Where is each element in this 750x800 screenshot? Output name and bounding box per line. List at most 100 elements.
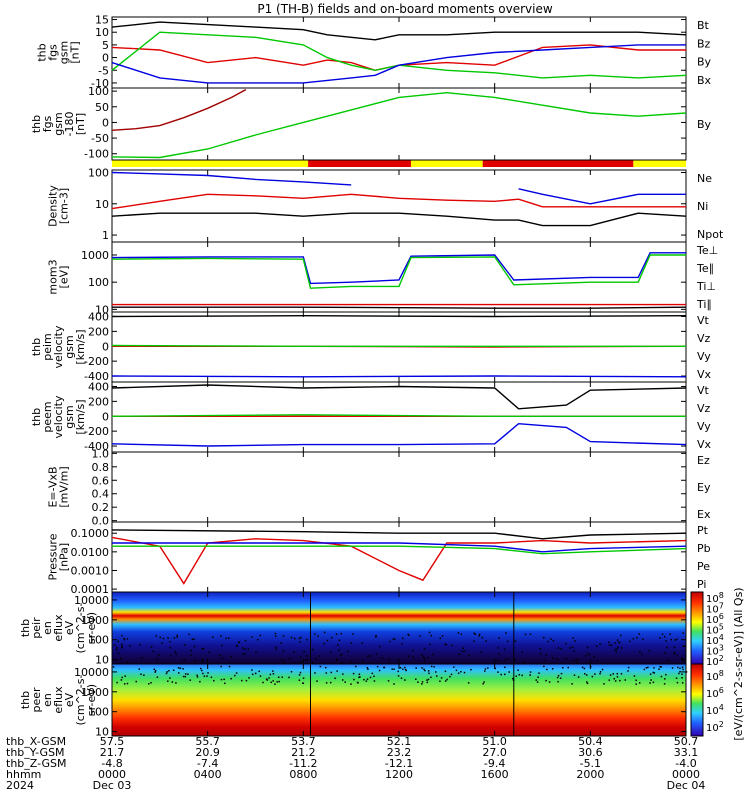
spectrogram-noise bbox=[504, 659, 506, 661]
spectrogram-noise bbox=[664, 683, 666, 685]
colorbar-tick-label: 106 bbox=[706, 686, 724, 700]
spectrogram-noise bbox=[550, 638, 552, 640]
spectrogram-noise bbox=[330, 652, 332, 654]
spectrogram-noise bbox=[202, 661, 204, 663]
series-pe-line bbox=[112, 546, 686, 554]
footer-time-value: 2000 bbox=[576, 768, 604, 781]
panel-8: 10000100010010thbpeirenefluxeV(cm^2-s-sr… bbox=[19, 592, 686, 667]
series-by-line bbox=[112, 32, 686, 78]
spectrogram-noise bbox=[375, 636, 377, 638]
y-tick-label: 0 bbox=[102, 116, 109, 129]
spectrogram-noise bbox=[312, 662, 314, 664]
y-axis-label: sr-eV) bbox=[85, 684, 98, 716]
spectrogram-noise bbox=[659, 637, 661, 639]
y-tick-label: 0.8 bbox=[92, 461, 110, 474]
footer-time-value: 0400 bbox=[194, 768, 222, 781]
spectrogram-noise bbox=[422, 681, 424, 683]
spectrogram-noise bbox=[187, 673, 189, 675]
spectrogram-noise bbox=[299, 638, 301, 640]
y-axis-label: [nT] bbox=[69, 41, 82, 63]
spectrogram-noise bbox=[615, 642, 617, 644]
spectrogram-noise bbox=[124, 639, 126, 641]
spectrogram-noise bbox=[167, 637, 169, 639]
spectrogram-noise bbox=[537, 681, 539, 683]
legend-label: Ti⊥ bbox=[696, 280, 716, 293]
legend-label: Ey bbox=[697, 481, 711, 494]
spectrogram-noise bbox=[468, 655, 470, 657]
footer-time-value: 1600 bbox=[481, 768, 509, 781]
spectrogram-noise bbox=[229, 666, 231, 668]
spectrogram-noise bbox=[244, 653, 246, 655]
legend-label: Pi bbox=[697, 578, 706, 591]
spectrogram-noise bbox=[419, 635, 421, 637]
y-tick-label: 1 bbox=[102, 229, 109, 242]
spectrogram-noise bbox=[121, 646, 123, 648]
spectrogram-noise bbox=[428, 673, 430, 675]
spectrogram-noise bbox=[357, 682, 359, 684]
spectrogram-noise bbox=[572, 660, 574, 662]
y-tick-label: 50 bbox=[95, 101, 109, 114]
spectrogram-noise bbox=[497, 671, 499, 673]
spectrogram-noise bbox=[497, 660, 499, 662]
y-tick-label: 10 bbox=[95, 198, 109, 211]
spectrogram-noise bbox=[221, 645, 223, 647]
spectrogram-noise bbox=[306, 639, 308, 641]
spectrogram-noise bbox=[245, 640, 247, 642]
panel-frame bbox=[112, 170, 686, 242]
series-npot-line bbox=[112, 173, 686, 204]
spectrogram-noise bbox=[572, 637, 574, 639]
spectrogram-noise bbox=[202, 659, 204, 661]
spectrogram-noise bbox=[201, 648, 203, 650]
spectrogram-noise bbox=[636, 637, 638, 639]
spectrogram-noise bbox=[393, 668, 395, 670]
spectrogram-noise bbox=[178, 667, 180, 669]
spectrogram-noise bbox=[388, 659, 390, 661]
footer-time-value: 0800 bbox=[289, 768, 317, 781]
spectrogram-noise bbox=[417, 681, 419, 683]
y-tick-label: 100 bbox=[88, 166, 109, 179]
spectrogram-noise bbox=[118, 653, 120, 655]
spectrogram-noise bbox=[682, 632, 684, 634]
colorbar-upper bbox=[691, 592, 703, 664]
legend-label: Ne bbox=[697, 172, 712, 185]
spectrogram-noise bbox=[359, 676, 361, 678]
spectrogram-noise bbox=[116, 682, 118, 684]
spectrogram-noise bbox=[299, 679, 301, 681]
spectrogram-noise bbox=[646, 667, 648, 669]
spectrogram-noise bbox=[230, 678, 232, 680]
spectrogram-noise bbox=[225, 638, 227, 640]
spectrogram-noise bbox=[278, 676, 280, 678]
spectrogram-noise bbox=[678, 673, 680, 675]
spectrogram-noise bbox=[575, 659, 577, 661]
spectrogram-noise bbox=[649, 682, 651, 684]
spectrogram-noise bbox=[459, 653, 461, 655]
spectrogram-noise bbox=[353, 673, 355, 675]
spectrogram-noise bbox=[319, 655, 321, 657]
spectrogram-noise bbox=[257, 639, 259, 641]
spectrogram-noise bbox=[681, 677, 683, 679]
spectrogram-noise bbox=[166, 671, 168, 673]
y-tick-label: 0.6 bbox=[92, 474, 110, 487]
spectrogram-noise bbox=[587, 653, 589, 655]
spectrogram-noise bbox=[401, 678, 403, 680]
y-tick-label: 0.0100 bbox=[71, 546, 110, 559]
spectrogram-noise bbox=[377, 666, 379, 668]
spectrogram-noise bbox=[674, 652, 676, 654]
panel-3: 100010010mom3[eV]Te⊥Te∥Ti⊥Ti∥ bbox=[47, 242, 719, 316]
series-vt-line bbox=[112, 385, 686, 409]
spectrogram-noise bbox=[273, 673, 275, 675]
spectrogram-noise bbox=[121, 677, 123, 679]
spectrogram-noise bbox=[314, 672, 316, 674]
y-tick-label: 400 bbox=[88, 310, 109, 323]
spectrogram-noise bbox=[421, 667, 423, 669]
spectrogram-noise bbox=[300, 637, 302, 639]
spectrogram-noise bbox=[682, 682, 684, 684]
spectrogram-noise bbox=[523, 661, 525, 663]
panel-7: 0.10000.01000.00100.0001Pressure[nPa]PtP… bbox=[47, 522, 711, 596]
spectrogram-noise bbox=[446, 679, 448, 681]
spectrogram-noise bbox=[302, 682, 304, 684]
spectrogram-noise bbox=[677, 682, 679, 684]
legend-label: Te∥ bbox=[696, 262, 714, 275]
y-tick-label: 1.0 bbox=[92, 447, 110, 460]
spectrogram-noise bbox=[515, 640, 517, 642]
